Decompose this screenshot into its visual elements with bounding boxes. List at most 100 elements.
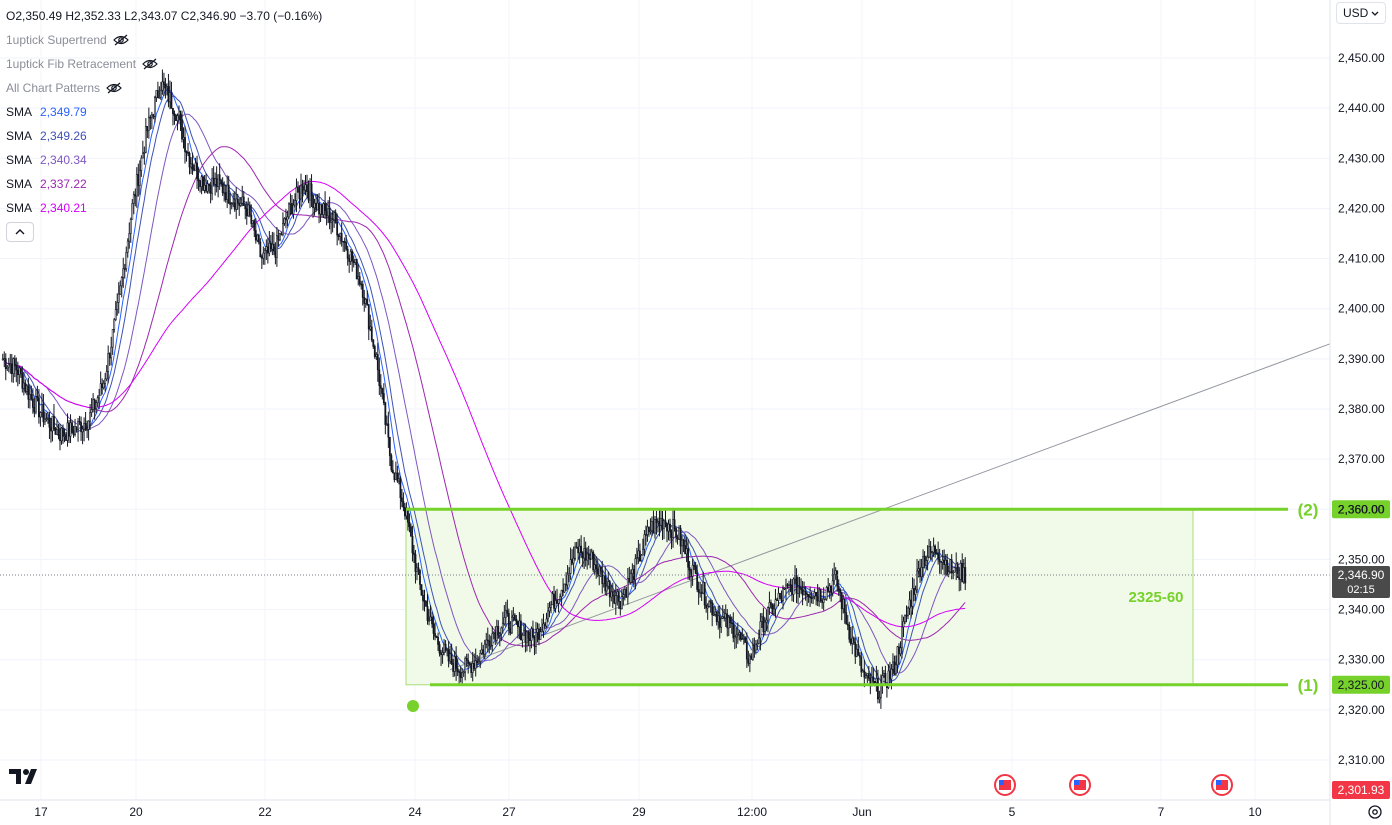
candle-body — [550, 604, 552, 608]
candle-body — [682, 539, 685, 546]
low-price-text: 2,301.93 — [1338, 783, 1385, 797]
price-tick-label: 2,350.00 — [1338, 552, 1385, 566]
candle-body — [199, 180, 201, 188]
price-axis[interactable]: 2,310.00 2,320.00 2,330.00 2,340.00 2,350.00… — [1329, 0, 1385, 825]
level-lines[interactable]: (2) 2,360.00 (1) 2,325.00 2,346.90 02:15 2,301… — [0, 500, 1390, 799]
candle-body — [890, 668, 893, 680]
candle-body — [530, 628, 533, 641]
candle-body — [169, 92, 171, 103]
indicator-patterns[interactable]: All Chart Patterns — [6, 76, 322, 100]
candle-body — [495, 626, 498, 641]
candle-body — [779, 592, 781, 598]
candle-body — [444, 643, 447, 651]
candle-body — [200, 176, 203, 188]
candle-body — [815, 592, 818, 597]
sma-row-1[interactable]: SMA 2,349.79 — [6, 100, 322, 124]
candle-body — [286, 216, 289, 221]
candle-body — [181, 119, 183, 140]
candle-body — [828, 585, 831, 592]
eye-hidden-icon[interactable] — [112, 34, 129, 46]
candle-body — [75, 426, 78, 430]
indicator-supertrend[interactable]: 1uptick Supertrend — [6, 28, 322, 52]
candle-body — [523, 629, 525, 636]
candle-body — [708, 601, 711, 607]
candle-body — [527, 631, 530, 639]
candle-body — [244, 205, 247, 210]
candle-body — [792, 578, 795, 595]
candle-body — [59, 435, 61, 442]
sma-row-4[interactable]: SMA 2,337.22 — [6, 172, 322, 196]
candle-body — [923, 556, 926, 566]
candle-body — [428, 620, 430, 622]
trendline[interactable] — [449, 343, 1331, 671]
candle-body — [283, 218, 286, 224]
candle-body — [920, 567, 923, 577]
candle-body — [846, 623, 849, 626]
chevron-down-icon — [1371, 11, 1379, 16]
candle-body — [617, 591, 620, 602]
candle-body — [595, 564, 598, 570]
candle-body — [873, 681, 876, 684]
candle-body — [205, 184, 207, 192]
candle-body — [679, 527, 682, 547]
sma-label: SMA — [6, 153, 33, 167]
candle-body — [584, 548, 587, 561]
candle-body — [155, 90, 158, 99]
time-axis[interactable]: 17 20 22 24 27 29 12:00 Jun 5 7 10 — [0, 799, 1330, 819]
candle-body — [696, 573, 699, 590]
candle-body — [313, 202, 316, 209]
eye-hidden-icon[interactable] — [142, 58, 158, 70]
candle-body — [786, 584, 789, 587]
eye-hidden-icon[interactable] — [106, 82, 122, 94]
us-flag-icon — [1069, 774, 1091, 796]
candle-body — [241, 196, 244, 204]
candle-body — [402, 501, 405, 508]
sma-row-5[interactable]: SMA 2,340.21 — [6, 196, 322, 220]
sma-row-2[interactable]: SMA 2,349.26 — [6, 124, 322, 148]
candle-body — [902, 621, 905, 628]
candle-body — [648, 526, 650, 533]
sma-row-3[interactable]: SMA 2,340.34 — [6, 148, 322, 172]
gear-icon[interactable] — [1366, 803, 1384, 821]
sma-value: 2,340.21 — [40, 201, 87, 215]
candle-body — [408, 522, 411, 528]
legend-collapse-button[interactable] — [6, 222, 34, 242]
economic-events[interactable] — [407, 700, 1233, 796]
candle-body — [883, 673, 885, 676]
candle-body — [720, 618, 723, 628]
candle-body — [861, 670, 864, 673]
candle-body — [635, 557, 638, 560]
candle-body — [272, 243, 275, 252]
candle-body — [837, 585, 840, 591]
candle-body — [21, 373, 24, 389]
tradingview-logo-icon[interactable] — [9, 767, 41, 785]
candle-body — [217, 174, 220, 187]
candle-body — [669, 523, 671, 532]
candle-body — [673, 519, 676, 529]
candle-body — [474, 660, 477, 669]
candle-body — [263, 250, 266, 254]
candle-body — [413, 552, 415, 555]
candle-body — [25, 385, 28, 392]
candle-body — [18, 367, 21, 375]
candle-body — [678, 527, 680, 540]
candle-body — [420, 584, 423, 596]
candle-body — [152, 114, 155, 117]
candle-body — [238, 202, 241, 206]
candle-body — [312, 195, 314, 209]
candle-body — [488, 640, 491, 647]
candle-body — [179, 114, 182, 121]
candle-body — [732, 622, 735, 639]
candle-body — [202, 176, 204, 191]
candle-body — [813, 592, 816, 597]
candle-body — [173, 113, 176, 116]
candle-body — [33, 407, 36, 413]
candle-body — [230, 203, 233, 206]
indicator-fib[interactable]: 1uptick Fib Retracement — [6, 52, 322, 76]
currency-select[interactable]: USD — [1336, 2, 1386, 24]
candle-body — [87, 420, 90, 430]
candle-body — [373, 346, 376, 357]
candle-body — [774, 599, 777, 610]
candle-body — [36, 396, 39, 399]
